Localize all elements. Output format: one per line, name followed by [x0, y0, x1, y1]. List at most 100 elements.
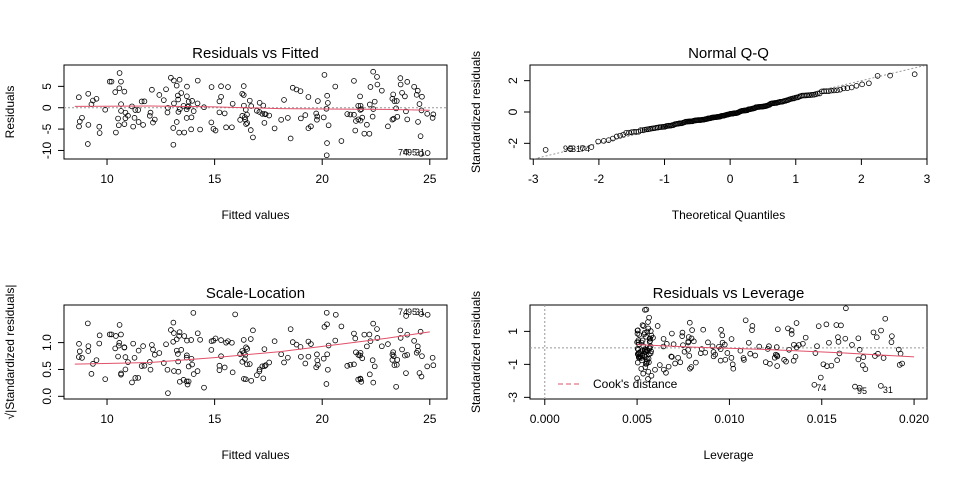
- data-point: [170, 339, 177, 345]
- data-point: [724, 350, 731, 356]
- data-point: [242, 376, 249, 383]
- data-point: [164, 109, 171, 116]
- plot-frame: [529, 304, 928, 400]
- data-point: [366, 331, 373, 338]
- data-point: [357, 107, 364, 113]
- y-tick-label: 5: [40, 83, 54, 90]
- data-point: [281, 97, 287, 103]
- data-point: [897, 350, 904, 357]
- x-tick-label: 15: [208, 412, 222, 426]
- data-point: [771, 354, 778, 361]
- data-point: [183, 115, 190, 121]
- data-point: [689, 327, 695, 333]
- data-point: [351, 111, 357, 118]
- data-point: [645, 355, 652, 362]
- data-point: [239, 348, 246, 354]
- y-tick-label: 0: [40, 104, 54, 111]
- data-point: [259, 111, 266, 117]
- smooth-line: [74, 105, 430, 111]
- y-tick-label: 1: [506, 328, 520, 335]
- chart-title: Normal Q-Q: [688, 45, 769, 62]
- data-point: [281, 359, 287, 366]
- y-tick-label: 0.0: [40, 388, 54, 405]
- data-point: [579, 145, 586, 151]
- data-point: [221, 110, 228, 117]
- data-point: [417, 133, 424, 139]
- data-point: [644, 358, 650, 365]
- data-point: [391, 98, 398, 104]
- data-point: [418, 151, 424, 157]
- data-point: [595, 138, 601, 145]
- data-point: [728, 355, 735, 361]
- data-point: [170, 125, 177, 131]
- data-point: [814, 343, 820, 349]
- x-axis-label: Theoretical Quantiles: [672, 208, 785, 222]
- data-point: [146, 112, 153, 119]
- data-point: [567, 145, 573, 152]
- data-point: [642, 364, 649, 370]
- data-point: [660, 336, 667, 342]
- data-point: [716, 343, 722, 350]
- data-point: [151, 116, 158, 123]
- data-point: [323, 381, 330, 387]
- data-point: [379, 87, 385, 94]
- data-point: [225, 84, 231, 90]
- data-point: [882, 315, 889, 322]
- y-tick-label: 1.0: [40, 334, 54, 351]
- data-point: [639, 322, 646, 328]
- data-point: [239, 90, 246, 97]
- data-point: [766, 343, 772, 350]
- data-point: [135, 119, 142, 125]
- data-point: [76, 123, 82, 130]
- data-point: [811, 382, 818, 388]
- outlier-label: 95: [563, 144, 573, 154]
- data-point: [305, 94, 312, 100]
- data-point: [85, 348, 92, 354]
- data-point: [416, 101, 423, 107]
- data-point: [305, 125, 312, 131]
- data-point: [93, 357, 100, 363]
- data-point: [390, 353, 397, 359]
- data-point: [399, 346, 405, 353]
- data-point: [742, 317, 749, 324]
- data-point: [164, 366, 171, 373]
- data-point: [289, 339, 296, 345]
- data-point: [665, 363, 672, 370]
- data-point: [218, 83, 224, 90]
- data-point: [657, 362, 663, 368]
- data-point: [118, 78, 124, 85]
- data-point: [240, 83, 247, 89]
- data-point: [888, 339, 895, 345]
- x-tick-label: -2: [594, 172, 605, 186]
- points-layer: [74, 309, 437, 396]
- y-tick-label: -1: [506, 359, 520, 370]
- data-point: [404, 116, 411, 123]
- data-point: [122, 366, 129, 373]
- data-point: [102, 106, 109, 113]
- data-point: [679, 333, 685, 339]
- data-point: [652, 366, 658, 373]
- data-point: [248, 377, 255, 384]
- data-point: [184, 83, 190, 90]
- data-point: [135, 107, 141, 113]
- data-point: [113, 129, 119, 136]
- data-point: [248, 103, 255, 109]
- data-point: [240, 92, 247, 98]
- data-point: [740, 355, 747, 361]
- data-point: [646, 335, 653, 342]
- data-point: [783, 358, 789, 365]
- data-point: [860, 354, 867, 360]
- data-point: [171, 368, 177, 374]
- data-point: [767, 360, 773, 367]
- data-point: [371, 363, 378, 370]
- data-point: [163, 86, 169, 93]
- data-point: [321, 324, 328, 330]
- data-point: [102, 376, 109, 382]
- data-point: [315, 98, 321, 104]
- data-point: [823, 321, 830, 328]
- data-point: [261, 120, 268, 126]
- data-point: [116, 122, 122, 129]
- data-point: [96, 123, 103, 130]
- data-point: [287, 326, 294, 332]
- data-point: [116, 342, 122, 349]
